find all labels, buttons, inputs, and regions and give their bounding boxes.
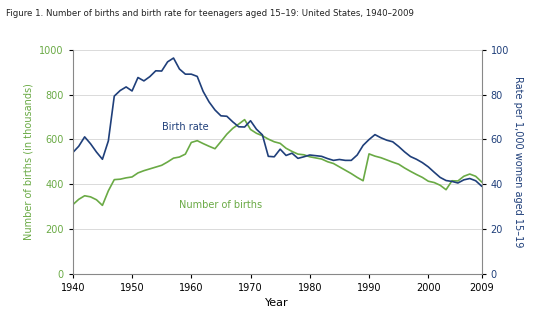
Text: Birth rate: Birth rate <box>162 122 208 132</box>
X-axis label: Year: Year <box>265 298 289 308</box>
Y-axis label: Number of births (in thousands): Number of births (in thousands) <box>24 83 34 240</box>
Text: Number of births: Number of births <box>179 200 263 210</box>
Text: Figure 1. Number of births and birth rate for teenagers aged 15–19: United State: Figure 1. Number of births and birth rat… <box>6 9 413 18</box>
Y-axis label: Rate per 1,000 women aged 15–19: Rate per 1,000 women aged 15–19 <box>513 76 523 248</box>
